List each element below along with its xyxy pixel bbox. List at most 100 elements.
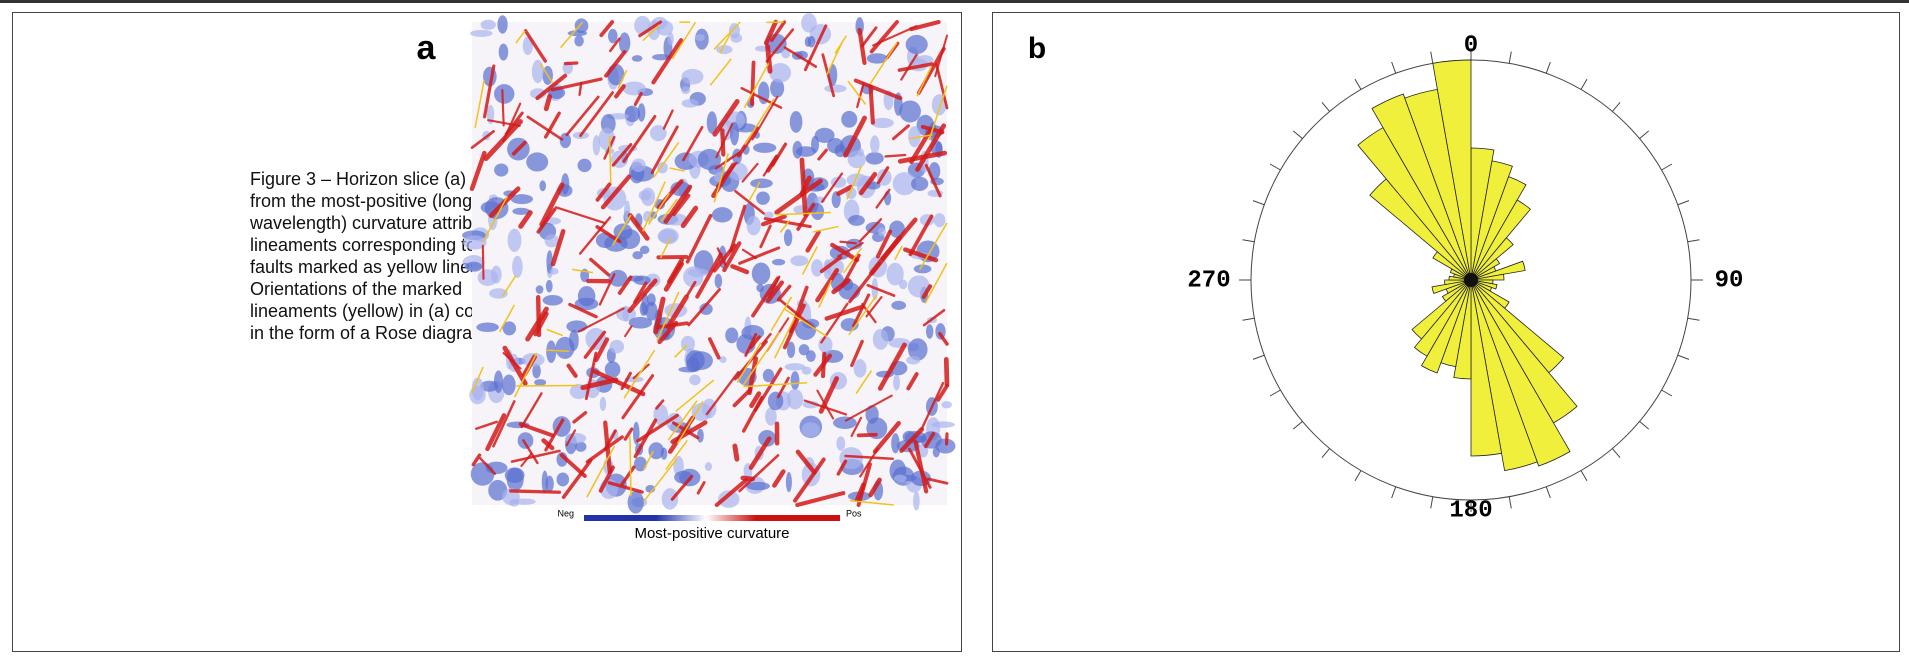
- blob: [546, 250, 553, 274]
- curvature-line: [868, 84, 875, 125]
- blob: [911, 176, 929, 192]
- curvature-line: [856, 81, 865, 109]
- lineament: [748, 181, 761, 201]
- blob: [846, 173, 868, 187]
- curvature-line: [908, 214, 934, 257]
- curvature-line: [633, 281, 648, 304]
- blob: [714, 273, 723, 289]
- blob: [535, 285, 544, 294]
- lineament: [801, 246, 818, 275]
- curvature-line: [614, 84, 626, 99]
- blob: [783, 229, 793, 247]
- curvature-line: [837, 241, 864, 258]
- blob: [494, 163, 509, 177]
- colorbar-high: Pos: [846, 508, 862, 518]
- blob: [627, 490, 644, 514]
- lineament: [665, 439, 688, 470]
- blob: [652, 53, 671, 61]
- blob: [539, 180, 547, 192]
- curvature-line: [922, 308, 946, 327]
- curvature-line: [839, 240, 858, 245]
- blob: [719, 356, 727, 363]
- blob: [510, 194, 534, 205]
- lineament: [719, 33, 732, 54]
- rose-tick: [1354, 78, 1362, 90]
- lineament: [774, 317, 796, 359]
- lineament: [869, 41, 898, 85]
- curvature-line: [589, 257, 611, 277]
- curvature-line: [899, 426, 925, 453]
- lineament: [928, 85, 948, 141]
- rose-tick: [1677, 354, 1690, 360]
- blob: [786, 388, 804, 410]
- blob: [464, 261, 483, 272]
- blob: [790, 371, 800, 390]
- blob: [618, 229, 641, 250]
- curvature-line: [624, 325, 633, 338]
- curvature-line: [577, 307, 625, 333]
- blob: [790, 255, 809, 267]
- curvature-line: [844, 454, 895, 461]
- blob: [507, 228, 522, 252]
- curvature-line: [778, 298, 815, 329]
- lineament: [623, 349, 656, 399]
- blob: [648, 442, 665, 460]
- curvature-line: [858, 171, 878, 196]
- blob: [577, 158, 592, 173]
- blob: [728, 23, 740, 39]
- curvature-line: [633, 418, 658, 459]
- blob: [667, 32, 674, 46]
- curvature-line: [732, 387, 753, 408]
- curvature-line: [665, 294, 689, 330]
- curvature-line: [880, 217, 918, 261]
- lineament: [516, 384, 578, 387]
- curvature-line: [741, 248, 758, 260]
- blob: [624, 105, 640, 123]
- blob: [807, 35, 816, 48]
- blob: [706, 111, 718, 134]
- blob: [872, 328, 889, 350]
- curvature-line: [685, 280, 697, 297]
- petal: [1470, 260, 1526, 281]
- curvature-line: [708, 337, 721, 360]
- rose-tick: [1430, 496, 1434, 509]
- lineament: [675, 379, 715, 412]
- blob: [559, 132, 572, 149]
- lineament: [713, 21, 741, 50]
- lineament: [572, 268, 593, 274]
- blob: [789, 110, 803, 133]
- blob: [801, 13, 817, 33]
- blob: [694, 34, 705, 41]
- blob: [545, 279, 553, 293]
- blob: [631, 55, 643, 62]
- curvature-line: [936, 383, 949, 402]
- direction-label: 0: [1464, 32, 1478, 59]
- blob: [542, 295, 563, 306]
- curvature-line: [772, 469, 786, 488]
- curvature-line: [750, 60, 756, 107]
- rose-tick: [1687, 239, 1700, 243]
- curvature-line: [622, 114, 657, 163]
- curvature-line: [836, 459, 848, 476]
- curvature-line: [906, 372, 919, 391]
- seismic-texture: [462, 13, 956, 514]
- curvature-line: [550, 228, 566, 267]
- curvature-line: [705, 371, 740, 416]
- blob: [534, 379, 547, 386]
- blob: [632, 251, 643, 260]
- curvature-line: [738, 454, 780, 493]
- rose-tick: [1269, 389, 1281, 397]
- blob: [531, 59, 544, 84]
- curvature-line: [520, 392, 543, 429]
- blob: [541, 470, 548, 494]
- curvature-line: [502, 352, 522, 370]
- blob: [574, 35, 584, 47]
- lineament: [629, 435, 632, 497]
- curvature-line: [565, 429, 577, 447]
- curvature-line: [722, 241, 742, 273]
- rose-tick: [1292, 421, 1303, 430]
- curvature-line: [714, 151, 740, 170]
- curvature-line: [568, 302, 598, 319]
- blob: [512, 207, 530, 215]
- petal: [1441, 279, 1472, 302]
